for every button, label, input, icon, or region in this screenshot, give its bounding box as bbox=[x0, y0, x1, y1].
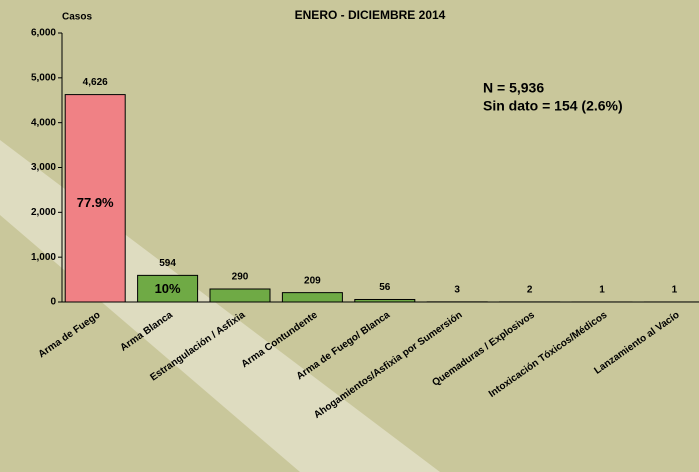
value-label: 1 bbox=[672, 285, 678, 296]
value-label: 2 bbox=[527, 285, 533, 296]
bar bbox=[64, 94, 126, 303]
annotation: Sin dato = 154 (2.6%) bbox=[483, 98, 623, 114]
value-label: 594 bbox=[159, 258, 176, 269]
y-tick-label: 6,000 bbox=[31, 28, 56, 39]
bar bbox=[209, 288, 271, 303]
value-label: 209 bbox=[304, 275, 321, 286]
y-axis-label: Casos bbox=[62, 12, 92, 23]
y-tick-label: 1,000 bbox=[31, 252, 56, 263]
share-label: 77.9% bbox=[77, 195, 114, 210]
y-tick-label: 2,000 bbox=[31, 207, 56, 218]
value-label: 3 bbox=[454, 285, 460, 296]
value-label: 290 bbox=[232, 272, 249, 283]
chart-title: ENERO - DICIEMBRE 2014 bbox=[295, 8, 446, 22]
bar bbox=[281, 292, 343, 303]
y-tick-label: 4,000 bbox=[31, 117, 56, 128]
bar bbox=[137, 274, 199, 303]
y-tick-label: 3,000 bbox=[31, 162, 56, 173]
y-tick-label: 0 bbox=[50, 297, 56, 308]
bar bbox=[354, 298, 416, 303]
annotation: N = 5,936 bbox=[483, 80, 544, 96]
value-label: 4,626 bbox=[83, 77, 108, 88]
value-label: 1 bbox=[599, 285, 605, 296]
y-tick-label: 5,000 bbox=[31, 72, 56, 83]
share-label: 10% bbox=[155, 281, 181, 296]
value-label: 56 bbox=[379, 282, 391, 293]
